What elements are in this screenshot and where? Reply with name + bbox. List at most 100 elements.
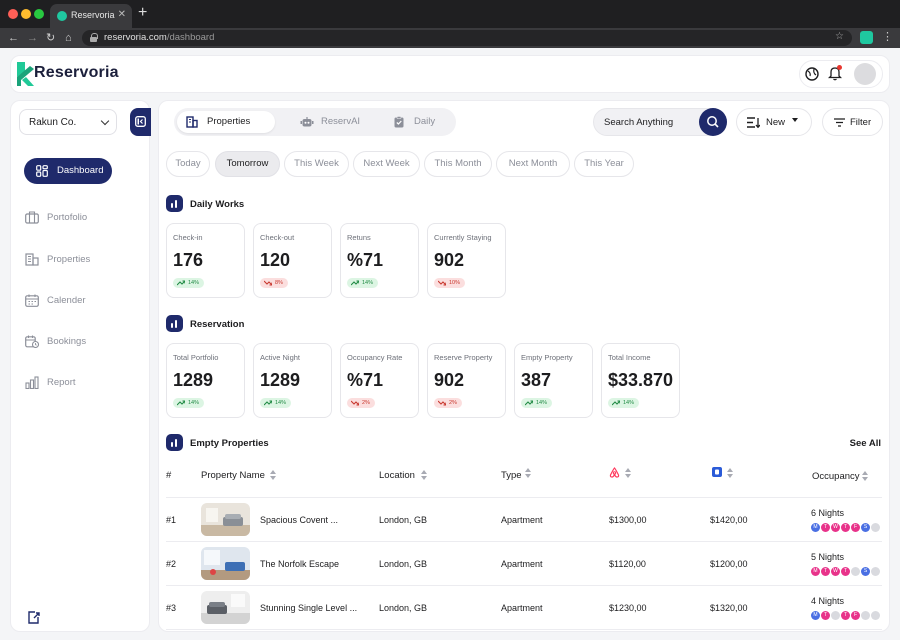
filter-chip-next-week[interactable]: Next Week xyxy=(353,151,420,177)
bell-icon[interactable] xyxy=(828,66,842,81)
day-dot xyxy=(851,567,860,576)
filter-icon xyxy=(834,118,845,127)
logout-icon[interactable] xyxy=(28,611,40,624)
sidebar-item-properties[interactable]: Properties xyxy=(25,252,135,268)
sidebar-item-bookings[interactable]: Bookings xyxy=(25,334,135,350)
lock-icon xyxy=(90,33,98,42)
filter-chip-this-month[interactable]: This Month xyxy=(424,151,492,177)
sort-icon[interactable] xyxy=(525,468,531,478)
stat-card[interactable]: Retuns %71 14% xyxy=(340,223,419,298)
booking-price: $1420,00 xyxy=(710,515,748,525)
divider xyxy=(166,497,882,498)
organization-select[interactable]: Rakun Co. xyxy=(19,109,117,135)
filter-chip-this-week[interactable]: This Week xyxy=(284,151,349,177)
collapse-sidebar-button[interactable] xyxy=(130,108,151,136)
sidebar-item-portofolio[interactable]: Portofolio xyxy=(25,210,135,226)
column-header-type[interactable]: Type xyxy=(501,468,531,481)
day-dot: T xyxy=(821,611,830,620)
airbnb-price: $1120,00 xyxy=(609,559,646,569)
stat-card[interactable]: Total Portfolio 1289 14% xyxy=(166,343,245,418)
stat-value: 1289 xyxy=(173,370,214,390)
browser-tab-bar: Reservoria ✕ + xyxy=(0,0,900,28)
calendar-icon xyxy=(25,294,39,307)
browser-menu-icon[interactable]: ⋮ xyxy=(882,31,893,43)
table-row[interactable]: #3 Stunning Single Level ... London, GB Apa… xyxy=(166,586,882,630)
extension-icon[interactable] xyxy=(860,31,873,44)
browser-tab[interactable]: Reservoria ✕ xyxy=(50,4,132,28)
property-thumbnail[interactable] xyxy=(201,591,250,624)
property-location: London, GB xyxy=(379,603,428,613)
table-row[interactable]: #2 The Norfolk Escape London, GB Apartment $… xyxy=(166,542,882,586)
sort-icon[interactable] xyxy=(862,471,868,481)
filter-chip-today[interactable]: Today xyxy=(166,151,210,177)
column-header-booking[interactable] xyxy=(712,467,733,480)
search-input[interactable]: Search Anything xyxy=(593,108,727,136)
search-button[interactable] xyxy=(699,108,727,136)
stat-card[interactable]: Check-in 176 14% xyxy=(166,223,245,298)
close-tab-icon[interactable]: ✕ xyxy=(117,9,126,20)
stat-card[interactable]: Currently Staying 902 10% xyxy=(427,223,506,298)
property-type: Apartment xyxy=(501,559,543,569)
row-index: #1 xyxy=(166,515,177,525)
sidebar-item-label: Bookings xyxy=(47,336,87,347)
sort-icon[interactable] xyxy=(727,468,733,478)
bookmark-star-icon[interactable]: ☆ xyxy=(835,31,844,42)
stat-card[interactable]: Reserve Property 902 2% xyxy=(427,343,506,418)
change-badge: 14% xyxy=(608,398,640,408)
tab-daily[interactable]: Daily xyxy=(384,111,444,133)
sort-icon[interactable] xyxy=(421,470,427,480)
maximize-window-button[interactable] xyxy=(34,9,44,19)
column-header-location[interactable]: Location xyxy=(379,470,427,481)
close-window-button[interactable] xyxy=(8,9,18,19)
stat-card[interactable]: Total Income $33.870 14% xyxy=(601,343,680,418)
new-button[interactable]: New xyxy=(736,108,812,136)
trend-up-icon xyxy=(264,400,272,406)
forward-icon[interactable]: → xyxy=(27,32,38,44)
table-row[interactable]: #1 Spacious Covent ... London, GB Apartment… xyxy=(166,498,882,542)
chevron-down-icon xyxy=(100,116,110,126)
booking-price: $1200,00 xyxy=(710,559,748,569)
tab-reservai[interactable]: ReservAI xyxy=(291,111,369,133)
property-thumbnail[interactable] xyxy=(201,503,250,536)
url-field[interactable]: reservoria.com/dashboard ☆ xyxy=(82,30,852,46)
sidebar-item-calender[interactable]: Calender xyxy=(25,293,135,309)
home-icon[interactable]: ⌂ xyxy=(65,32,72,44)
column-header-name[interactable]: Property Name xyxy=(201,470,276,481)
day-dot: T xyxy=(821,567,830,576)
stat-card[interactable]: Occupancy Rate %71 2% xyxy=(340,343,419,418)
sidebar-item-label: Dashboard xyxy=(57,165,104,176)
sort-icon[interactable] xyxy=(270,470,276,480)
stat-card[interactable]: Check-out 120 8% xyxy=(253,223,332,298)
column-header-occupancy[interactable]: Occupancy xyxy=(812,471,868,482)
sidebar-item-dashboard[interactable]: Dashboard xyxy=(24,158,112,184)
chart-icon xyxy=(166,434,183,451)
sort-icon[interactable] xyxy=(625,468,631,478)
property-thumbnail[interactable] xyxy=(201,547,250,580)
stat-label: Empty Property xyxy=(521,353,573,362)
avatar[interactable] xyxy=(854,63,876,85)
filter-chip-tomorrow[interactable]: Tomorrow xyxy=(215,151,280,177)
day-dot: F xyxy=(851,611,860,620)
tab-properties[interactable]: Properties xyxy=(177,111,275,133)
view-tabs: Properties ReservAI Daily xyxy=(174,108,456,136)
property-name: Stunning Single Level ... xyxy=(260,603,358,613)
sidebar-item-report[interactable]: Report xyxy=(25,375,135,391)
change-badge: 2% xyxy=(434,398,462,408)
reload-icon[interactable]: ↻ xyxy=(46,32,56,44)
globe-icon[interactable] xyxy=(805,67,819,81)
stat-card[interactable]: Active Night 1289 14% xyxy=(253,343,332,418)
change-value: 14% xyxy=(362,280,374,286)
minimize-window-button[interactable] xyxy=(21,9,31,19)
address-bar: ← → ↻ ⌂ reservoria.com/dashboard ☆ xyxy=(0,28,900,48)
new-tab-icon[interactable]: + xyxy=(138,4,148,21)
see-all-link[interactable]: See All xyxy=(849,438,881,449)
airbnb-price: $1230,00 xyxy=(609,603,647,613)
back-icon[interactable]: ← xyxy=(8,32,19,44)
stat-card[interactable]: Empty Property 387 14% xyxy=(514,343,593,418)
filter-button[interactable]: Filter xyxy=(822,108,883,136)
change-value: 8% xyxy=(275,280,283,286)
filter-chip-this-year[interactable]: This Year xyxy=(574,151,634,177)
filter-chip-next-month[interactable]: Next Month xyxy=(496,151,570,177)
column-header-airbnb[interactable] xyxy=(609,467,631,481)
